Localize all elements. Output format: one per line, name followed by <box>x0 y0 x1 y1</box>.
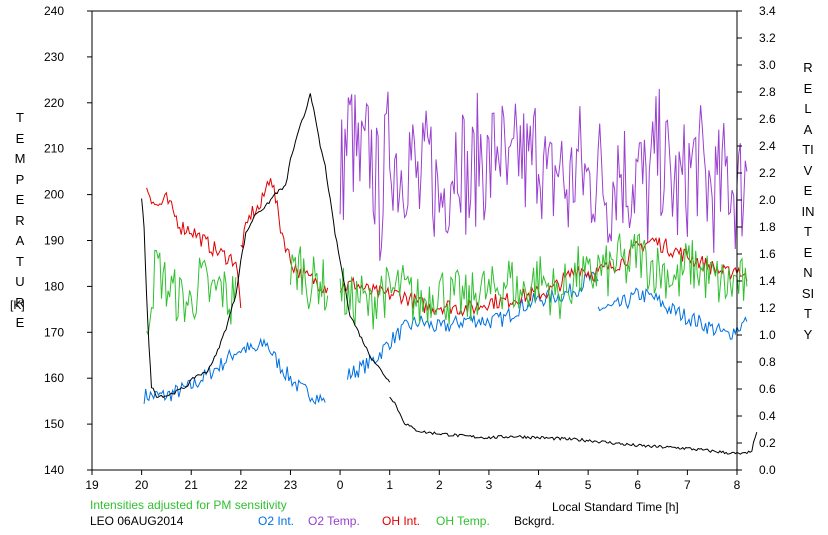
series-line-oh-int <box>241 178 328 293</box>
axes: 1920212223012345678140150160170180190200… <box>44 4 776 492</box>
series-line-oh-temp <box>147 250 236 334</box>
x-tick-label: 23 <box>284 478 298 492</box>
right-tick-label: 3.0 <box>759 58 776 72</box>
x-tick-label: 4 <box>535 478 542 492</box>
x-tick-label: 21 <box>185 478 199 492</box>
right-tick-label: 3.4 <box>759 4 776 18</box>
series-line-o2-int <box>144 339 325 403</box>
left-tick-label: 150 <box>44 417 64 431</box>
left-tick-label: 240 <box>44 4 64 18</box>
left-tick-label: 200 <box>44 188 64 202</box>
x-axis-label: Local Standard Time [h] <box>552 500 679 514</box>
right-tick-label: 1.8 <box>759 220 776 234</box>
plot-frame <box>92 11 737 470</box>
legend-bckgrd: Bckgrd. <box>514 514 555 528</box>
right-tick-label: 0.6 <box>759 382 776 396</box>
right-tick-label: 0.8 <box>759 355 776 369</box>
left-tick-label: 220 <box>44 96 64 110</box>
left-tick-label: 190 <box>44 234 64 248</box>
right-tick-label: 2.6 <box>759 112 776 126</box>
x-tick-label: 1 <box>386 478 393 492</box>
right-tick-label: 2.8 <box>759 85 776 99</box>
legend-o2-temp: O2 Temp. <box>308 514 360 528</box>
right-tick-label: 1.2 <box>759 301 776 315</box>
legend-oh-temp: OH Temp. <box>436 514 490 528</box>
right-tick-label: 2.4 <box>759 139 776 153</box>
legend-o2-int: O2 Int. <box>258 514 294 528</box>
x-tick-label: 5 <box>585 478 592 492</box>
x-tick-label: 6 <box>634 478 641 492</box>
right-tick-label: 0.4 <box>759 409 776 423</box>
series-line-o2-int <box>598 288 747 339</box>
series-line-oh-temp <box>291 246 328 310</box>
right-tick-label: 2.0 <box>759 193 776 207</box>
left-axis-unit: [K] <box>10 298 25 312</box>
series-line-bckgrd <box>390 397 757 454</box>
legend-oh-int: OH Int. <box>382 514 420 528</box>
left-tick-label: 210 <box>44 142 64 156</box>
x-tick-label: 19 <box>85 478 99 492</box>
right-tick-label: 2.2 <box>759 166 776 180</box>
series-layer <box>142 89 757 454</box>
right-tick-label: 3.2 <box>759 31 776 45</box>
right-tick-label: 1.4 <box>759 274 776 288</box>
note-text: Intensities adjusted for PM sensitivity <box>90 498 287 512</box>
right-tick-label: 1.0 <box>759 328 776 342</box>
x-tick-label: 8 <box>734 478 741 492</box>
series-line-oh-temp <box>340 234 747 330</box>
x-tick-label: 0 <box>337 478 344 492</box>
left-tick-label: 170 <box>44 325 64 339</box>
right-tick-label: 1.6 <box>759 247 776 261</box>
x-tick-label: 2 <box>436 478 443 492</box>
station-date: LEO 06AUG2014 <box>90 514 183 528</box>
left-tick-label: 160 <box>44 371 64 385</box>
left-tick-label: 230 <box>44 50 64 64</box>
x-tick-label: 22 <box>234 478 248 492</box>
right-axis-label: RELATIVE INTENSITY <box>801 58 815 345</box>
series-line-o2-temp <box>340 89 747 261</box>
x-tick-label: 7 <box>684 478 691 492</box>
right-tick-label: 0.0 <box>759 463 776 477</box>
x-tick-label: 3 <box>486 478 493 492</box>
left-tick-label: 180 <box>44 279 64 293</box>
x-tick-label: 20 <box>135 478 149 492</box>
right-tick-label: 0.2 <box>759 436 776 450</box>
left-tick-label: 140 <box>44 463 64 477</box>
